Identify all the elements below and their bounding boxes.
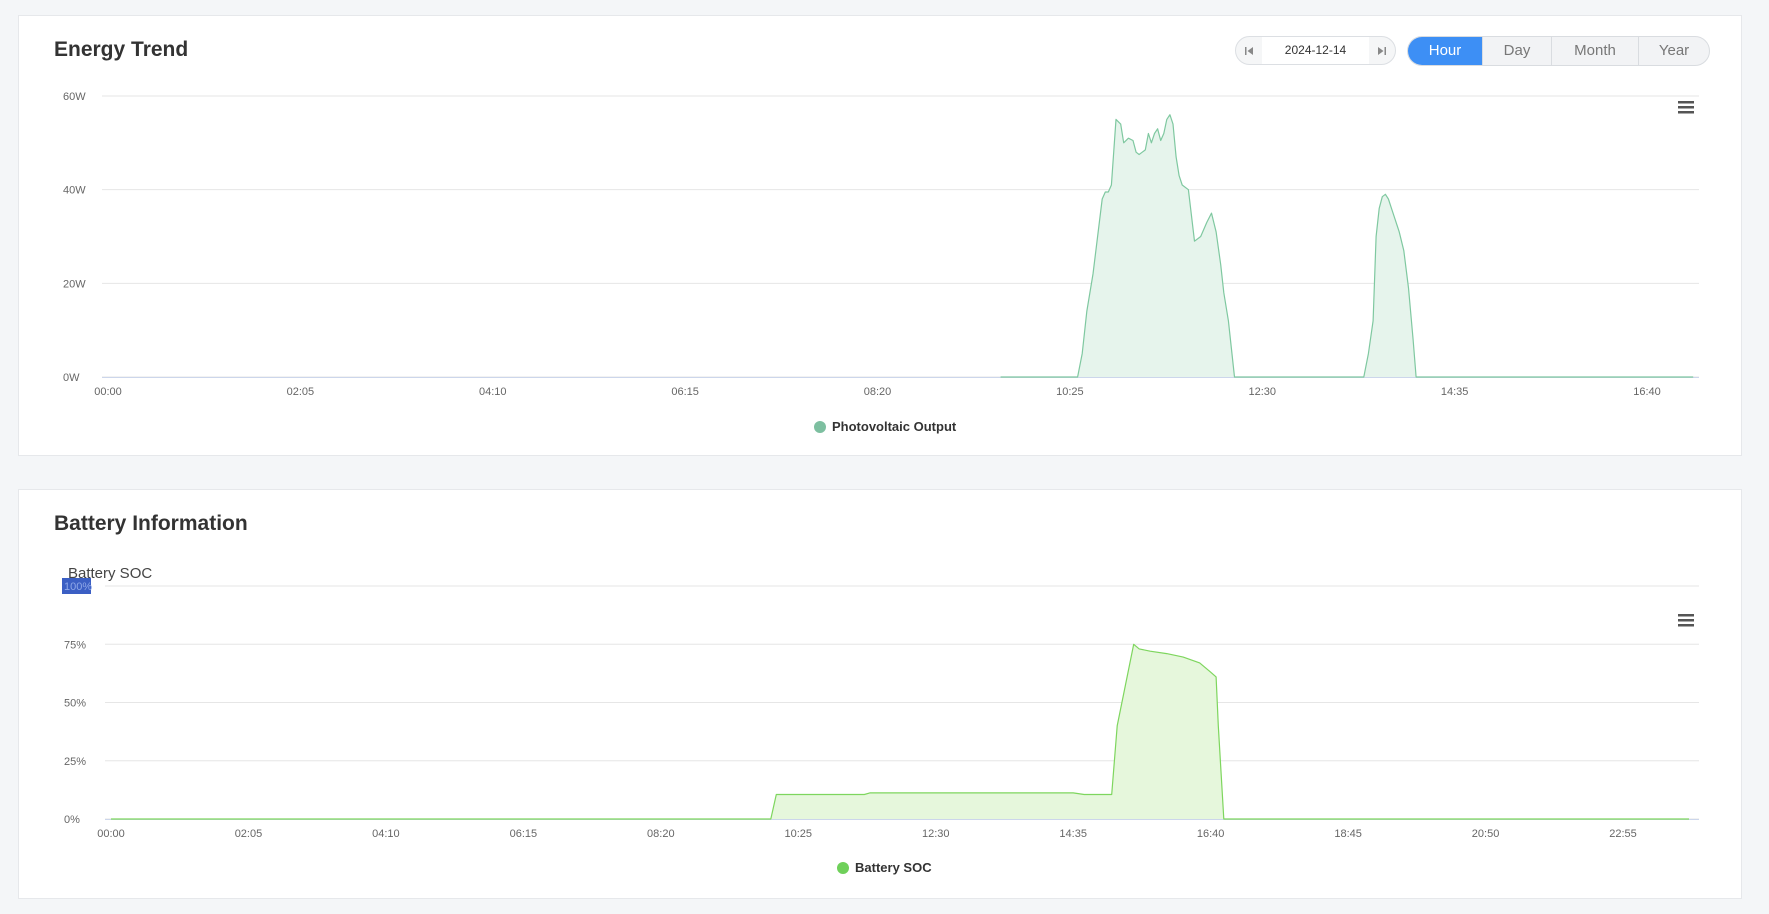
x-tick-label: 04:10: [372, 828, 400, 840]
date-navigator: 2024-12-14: [1235, 36, 1396, 65]
skip-next-icon: [1378, 46, 1386, 55]
legend-item[interactable]: Battery SOC: [837, 860, 932, 875]
hamburger-menu-icon[interactable]: [1678, 101, 1694, 114]
y-tick-label: 60W: [63, 91, 86, 103]
x-tick-label: 02:05: [235, 828, 263, 840]
x-tick-label: 14:35: [1059, 828, 1087, 840]
hamburger-menu-icon[interactable]: [1678, 614, 1694, 627]
legend-label: Photovoltaic Output: [832, 419, 957, 434]
x-tick-label: 10:25: [1056, 386, 1084, 398]
y-tick-label: 40W: [63, 185, 86, 197]
y-tick-label: 25%: [64, 756, 86, 768]
period-month-button[interactable]: Month: [1551, 37, 1638, 65]
x-tick-label: 04:10: [479, 386, 507, 398]
y-tick-label: 0%: [64, 814, 80, 826]
energy-trend-panel: Energy Trend 2024-12-14 Hour Day Month Y…: [18, 15, 1742, 456]
x-tick-label: 00:00: [97, 828, 125, 840]
x-tick-label: 22:55: [1609, 828, 1637, 840]
y-tick-label: 50%: [64, 698, 86, 710]
legend-marker: [814, 421, 826, 433]
x-tick-label: 16:40: [1197, 828, 1225, 840]
energy-trend-title: Energy Trend: [54, 38, 189, 61]
series-area: [1000, 114, 1694, 377]
battery-soc-chart-title: Battery SOC: [68, 565, 153, 582]
x-tick-label: 00:00: [94, 386, 122, 398]
x-tick-label: 18:45: [1334, 828, 1362, 840]
y-tick-highlight: [62, 578, 91, 594]
x-tick-label: 12:30: [922, 828, 950, 840]
y-tick-label: 20W: [63, 278, 86, 290]
x-tick-label: 02:05: [287, 386, 315, 398]
y-tick-label: 100%: [64, 581, 92, 593]
legend-label: Battery SOC: [855, 860, 932, 875]
x-tick-label: 06:15: [510, 828, 538, 840]
x-tick-label: 12:30: [1248, 386, 1276, 398]
series-line[interactable]: [1000, 114, 1694, 378]
period-year-button[interactable]: Year: [1638, 37, 1709, 65]
x-tick-label: 20:50: [1472, 828, 1500, 840]
x-tick-label: 08:20: [647, 828, 675, 840]
battery-info-title: Battery Information: [54, 512, 248, 535]
x-tick-label: 16:40: [1633, 386, 1661, 398]
prev-date-button[interactable]: [1236, 37, 1262, 64]
x-tick-label: 08:20: [864, 386, 892, 398]
period-selector: Hour Day Month Year: [1407, 36, 1710, 66]
x-tick-label: 14:35: [1441, 386, 1469, 398]
skip-prev-icon: [1245, 46, 1253, 55]
x-tick-label: 06:15: [671, 386, 699, 398]
energy-trend-chart: 0W 20W 40W 60W 00:00 02:05 04:10 06:15 08:20 10:2…: [63, 91, 1699, 434]
series-line[interactable]: [111, 643, 1689, 820]
battery-soc-chart: 0% 25% 50% 75% 100% 00:00 02:05 04:10 06:15 08:20…: [62, 578, 1699, 875]
battery-info-panel: Battery Information Battery SOC 0% 25% 50%…: [18, 489, 1742, 899]
period-hour-button[interactable]: Hour: [1408, 37, 1482, 65]
y-tick-label: 75%: [64, 639, 86, 651]
legend-item[interactable]: Photovoltaic Output: [814, 419, 957, 434]
date-display[interactable]: 2024-12-14: [1262, 37, 1369, 64]
y-tick-label: 0W: [63, 372, 80, 384]
next-date-button[interactable]: [1369, 37, 1395, 64]
legend-marker: [837, 862, 849, 874]
x-tick-label: 10:25: [785, 828, 813, 840]
period-day-button[interactable]: Day: [1482, 37, 1551, 65]
